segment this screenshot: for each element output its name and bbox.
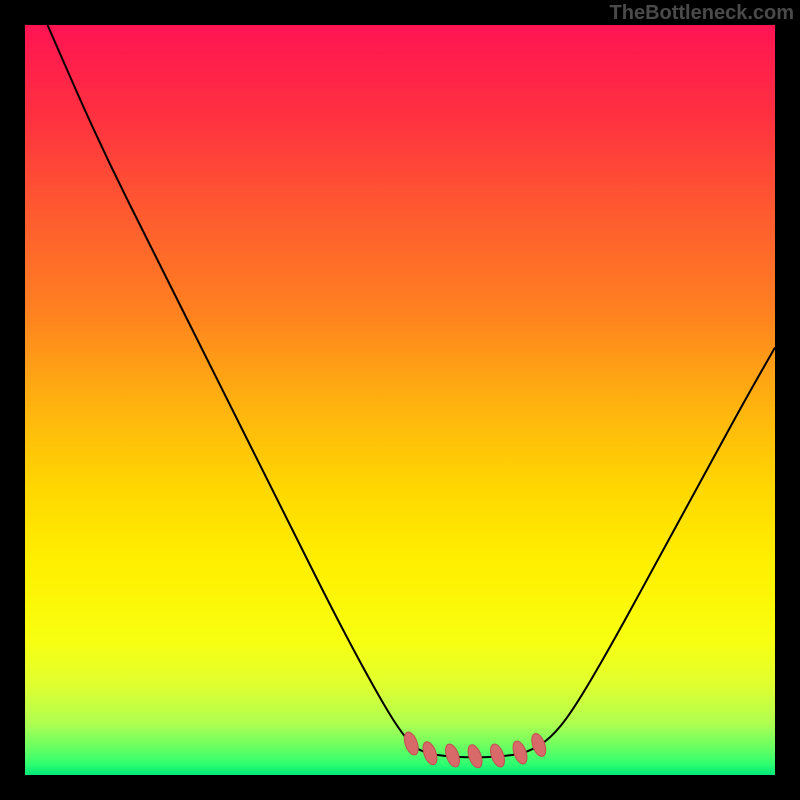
- gradient-background: [25, 25, 775, 775]
- plot-area: [25, 25, 775, 775]
- watermark-text: TheBottleneck.com: [610, 2, 794, 25]
- chart-container: TheBottleneck.com: [0, 0, 800, 800]
- bottleneck-curve-chart: [25, 25, 775, 775]
